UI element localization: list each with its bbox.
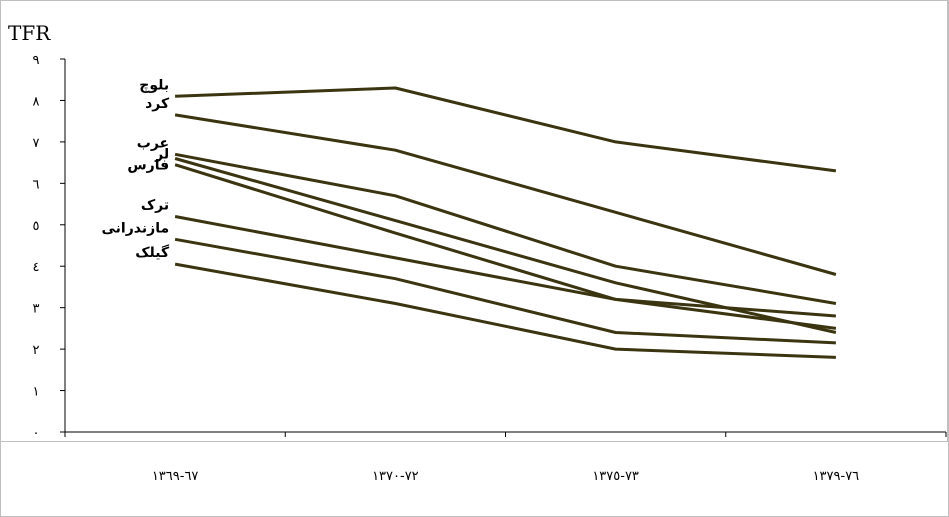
y-tick-label: ٤ bbox=[33, 260, 40, 275]
series-line-4 bbox=[174, 163, 837, 330]
series-label-3: لر bbox=[154, 146, 169, 162]
series-label-0: بلوچ bbox=[139, 77, 169, 93]
series-line-7 bbox=[174, 262, 836, 359]
series-line-2 bbox=[174, 152, 837, 305]
y-tick-label: ۱ bbox=[33, 385, 40, 400]
y-tick-label: ۲ bbox=[33, 343, 40, 358]
x-tick-label: ۱۳٦٧-٦٩ bbox=[152, 469, 199, 484]
axes: ۰ ۱ ۲ ۳ ٤ ٥ ٦ ٧ ٨ ٩ ۱۳٦٧-٦٩ ۱۳٧۰-٧٢ ۱۳٧٣-٧٥ ۱۳٧٦-٧٩ bbox=[33, 53, 947, 484]
y-tick-label: ۰ bbox=[33, 426, 40, 441]
x-tick-label: ۱۳٧٣-٧٥ bbox=[592, 469, 639, 484]
y-tick-label: ٨ bbox=[33, 94, 40, 109]
y-axis-title: TFR bbox=[8, 21, 51, 45]
series-line-0 bbox=[175, 86, 837, 173]
x-tick-label: ۱۳٧۰-٧٢ bbox=[372, 469, 419, 484]
series-line-1 bbox=[174, 113, 837, 276]
y-tick-label: ٧ bbox=[33, 136, 40, 151]
series-line-6 bbox=[174, 237, 836, 345]
y-tick-label: ٥ bbox=[33, 219, 40, 234]
series-label-4: فارس bbox=[127, 157, 169, 173]
series-label-6: مازندرانی bbox=[102, 220, 170, 236]
series-label-5: ترک bbox=[141, 197, 169, 213]
y-tick-label: ۳ bbox=[33, 302, 40, 317]
plot-area-border bbox=[1, 1, 948, 442]
series-label-2: عرب bbox=[137, 135, 169, 151]
series-label-1: کرد bbox=[145, 96, 170, 112]
series-label-7: گیلک bbox=[135, 244, 170, 261]
series-line-5 bbox=[174, 215, 837, 318]
x-tick-label: ۱۳٧٦-٧٩ bbox=[813, 469, 860, 484]
y-tick-label: ٦ bbox=[33, 177, 40, 192]
series-lines bbox=[174, 86, 837, 359]
y-tick-label: ٩ bbox=[33, 53, 40, 68]
